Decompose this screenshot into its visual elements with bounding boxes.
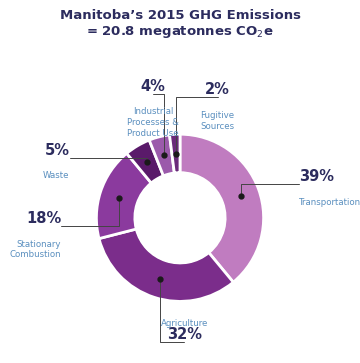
Text: 5%: 5% (45, 143, 69, 158)
Text: 18%: 18% (26, 211, 61, 226)
Wedge shape (149, 135, 174, 176)
Text: Stationary
Combustion: Stationary Combustion (10, 240, 61, 259)
Text: 32%: 32% (167, 327, 202, 342)
Text: Industrial
Processes &
Product Use: Industrial Processes & Product Use (127, 107, 179, 138)
Text: = 20.8 megatonnes CO$_2$e: = 20.8 megatonnes CO$_2$e (86, 24, 274, 40)
Text: 39%: 39% (299, 170, 334, 184)
Text: Manitoba’s 2015 GHG Emissions: Manitoba’s 2015 GHG Emissions (59, 9, 301, 22)
Circle shape (135, 173, 225, 263)
Text: 2%: 2% (205, 82, 230, 97)
Text: Waste: Waste (43, 171, 69, 180)
Wedge shape (127, 140, 163, 183)
Text: Transportation: Transportation (299, 198, 360, 207)
Wedge shape (99, 229, 233, 301)
Wedge shape (170, 134, 180, 173)
Wedge shape (180, 134, 264, 282)
Text: Fugitive
Sources: Fugitive Sources (201, 111, 235, 131)
Wedge shape (96, 154, 151, 238)
Text: Agriculture: Agriculture (161, 319, 208, 328)
Text: 4%: 4% (141, 79, 166, 94)
